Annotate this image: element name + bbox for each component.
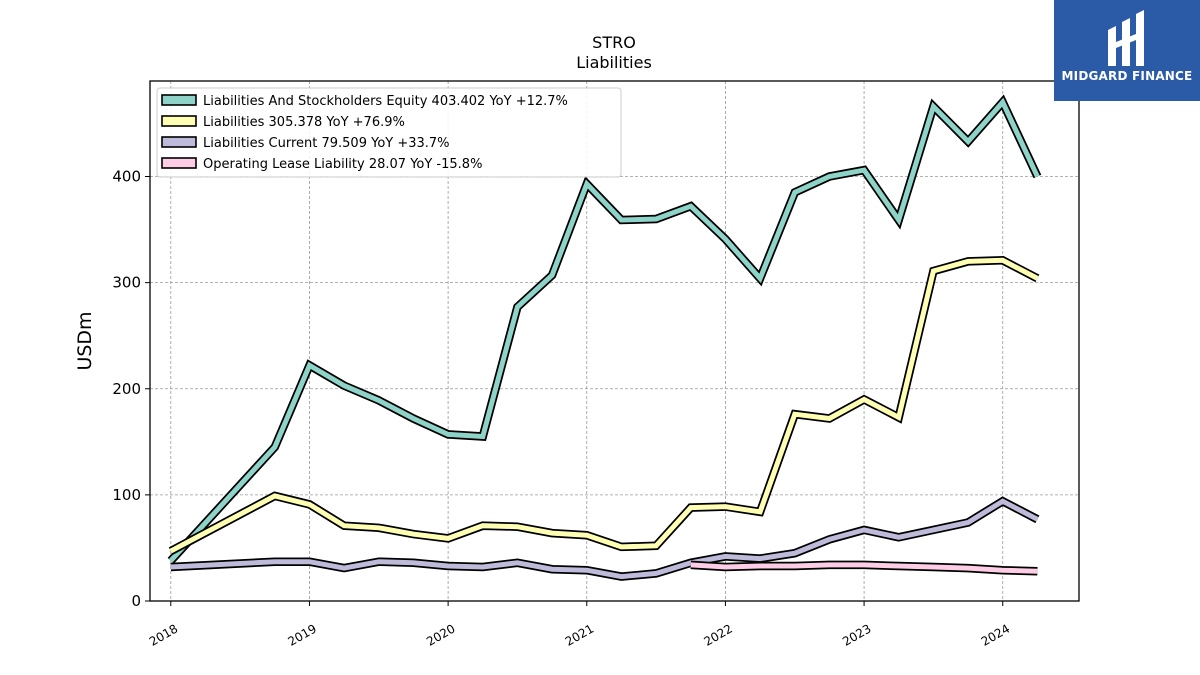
- legend-label: Operating Lease Liability 28.07 YoY -15.…: [203, 157, 482, 172]
- legend-box: [156, 87, 622, 178]
- y-axis-ticks: 0 100 200 300 400: [112, 168, 150, 610]
- x-tick-label: 2023: [840, 621, 873, 648]
- series-line-2: [170, 496, 1040, 581]
- legend: Liabilities And Stockholders Equity 403.…: [156, 87, 622, 178]
- legend-swatch: [161, 157, 197, 169]
- logo-text: MIDGARD FINANCE: [1061, 69, 1193, 83]
- series-line-1: [168, 256, 1040, 555]
- y-tick-label: 0: [131, 592, 141, 610]
- chart-title: STRO: [592, 33, 636, 52]
- chart-subtitle: Liabilities: [576, 53, 652, 72]
- legend-label: Liabilities And Stockholders Equity 403.…: [203, 94, 568, 109]
- y-axis-label: USDm: [74, 311, 96, 370]
- legend-swatch: [161, 136, 197, 148]
- series-stroke: [690, 562, 1038, 574]
- x-tick-label: 2020: [424, 621, 457, 648]
- legend-swatch: [161, 94, 197, 106]
- x-axis-ticks: 2018 2019 2020 2021 2022 2023 2024: [147, 601, 1012, 649]
- series-line-3: [690, 560, 1038, 576]
- series-line-0: [167, 94, 1042, 564]
- x-tick-label: 2019: [286, 621, 319, 648]
- x-tick-label: 2022: [701, 621, 734, 648]
- x-tick-label: 2021: [563, 621, 596, 648]
- series-outline: [168, 256, 1040, 555]
- series-stroke: [168, 97, 1040, 563]
- y-tick-label: 400: [112, 168, 141, 186]
- series-stroke: [170, 498, 1039, 580]
- y-tick-label: 300: [112, 274, 141, 292]
- legend-swatch: [161, 115, 197, 127]
- plot-frame: [149, 80, 1080, 602]
- series-lines: [167, 94, 1042, 581]
- legend-label: Liabilities Current 79.509 YoY +33.7%: [203, 136, 450, 151]
- x-tick-label: 2018: [147, 621, 180, 648]
- logo-mark-icon: [1108, 10, 1144, 66]
- y-tick-label: 200: [112, 380, 141, 398]
- y-tick-label: 100: [112, 486, 141, 504]
- midgard-finance-logo: MIDGARD FINANCE: [1054, 0, 1200, 101]
- series-stroke: [169, 257, 1039, 554]
- legend-label: Liabilities 305.378 YoY +76.9%: [203, 115, 405, 130]
- x-tick-label: 2024: [979, 621, 1012, 648]
